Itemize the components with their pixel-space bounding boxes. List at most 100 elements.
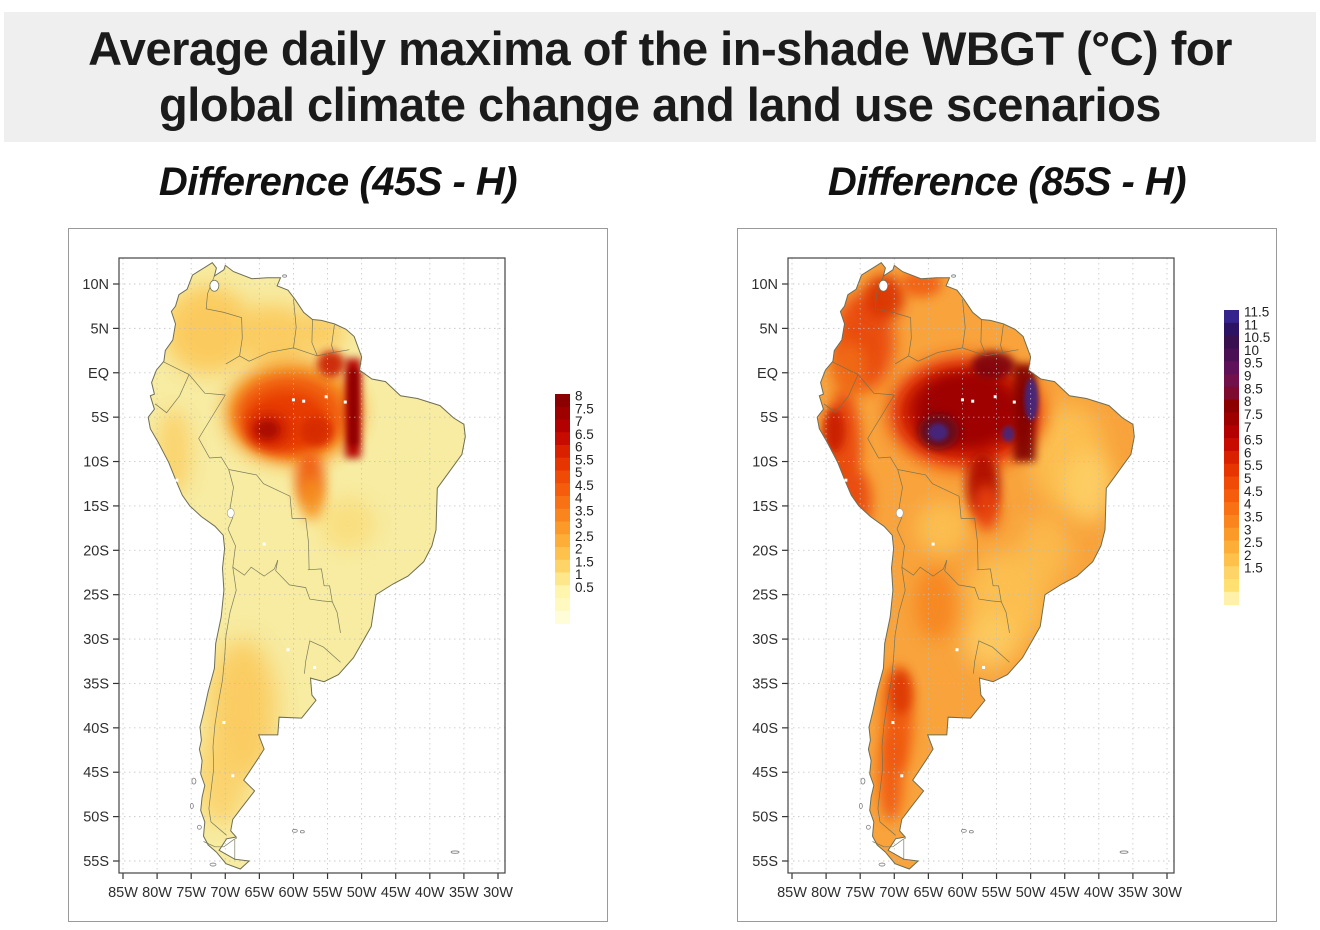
panel-title-45s: Difference (45S - H) bbox=[158, 160, 518, 204]
colorbar-label: 10.5 bbox=[1244, 330, 1270, 345]
colorbar-label: 3.5 bbox=[575, 503, 594, 518]
colorbar-label: 5.5 bbox=[1244, 458, 1263, 473]
lon-tick-label: 45W bbox=[1050, 885, 1080, 901]
lat-tick-label: 30S bbox=[83, 632, 109, 648]
colorbar-label: 5 bbox=[575, 465, 583, 480]
lon-tick-label: 85W bbox=[777, 885, 807, 901]
lon-tick-label: 70W bbox=[210, 885, 240, 901]
islands bbox=[189, 274, 460, 867]
figure-title-line1: Average daily maxima of the in-shade WBG… bbox=[88, 22, 1232, 75]
colorbar-label: 4.5 bbox=[1244, 484, 1263, 499]
colorbar-label: 1.5 bbox=[1244, 561, 1263, 576]
figure-title-line2: global climate change and land use scena… bbox=[159, 78, 1161, 131]
lon-tick-label: 35W bbox=[449, 885, 479, 901]
white-specks bbox=[175, 395, 347, 778]
colorbar-label: 1 bbox=[575, 567, 583, 582]
lat-tick-label: EQ bbox=[88, 366, 109, 382]
lat-tick-label: 35S bbox=[83, 676, 109, 692]
colorbar-label: 5 bbox=[1244, 471, 1252, 486]
colorbar-label: 3 bbox=[1244, 522, 1252, 537]
country-borders bbox=[154, 275, 350, 861]
lat-tick-label: 40S bbox=[752, 721, 778, 737]
white-specks bbox=[844, 395, 1016, 778]
map-panel-45s: 10N 5N EQ 5S 10S 15S 20S 25S 30S 35S 40S 45S 50S 55S 8… bbox=[68, 228, 608, 922]
lat-tick-label: 30S bbox=[752, 632, 778, 648]
lat-tick-label: 50S bbox=[752, 810, 778, 826]
map-figure-45s: 10N 5N EQ 5S 10S 15S 20S 25S 30S 35S 40S 45S 50S 55S 8… bbox=[82, 257, 594, 901]
lon-tick-label: 80W bbox=[811, 885, 841, 901]
lon-tick-label: 70W bbox=[879, 885, 909, 901]
colorbar: 87.576.565.554.543.532.521.510.5 bbox=[555, 389, 594, 624]
colorbar-label: 4.5 bbox=[575, 478, 594, 493]
colorbar-label: 6 bbox=[1244, 445, 1252, 460]
figure-header: Average daily maxima of the in-shade WBG… bbox=[4, 12, 1316, 142]
lat-tick-label: 15S bbox=[83, 499, 109, 515]
lon-tick-label: 45W bbox=[381, 885, 411, 901]
lat-tick-label: 5N bbox=[90, 321, 109, 337]
colorbar-label: 6 bbox=[575, 440, 583, 455]
lon-tick-label: 60W bbox=[279, 885, 309, 901]
colorbar-label: 8.5 bbox=[1244, 381, 1263, 396]
colorbar-label: 0.5 bbox=[575, 580, 594, 595]
colorbar-label: 2.5 bbox=[575, 529, 594, 544]
islands bbox=[858, 274, 1129, 867]
plot-frame bbox=[118, 257, 506, 874]
lat-tick-label: 5N bbox=[759, 321, 778, 337]
colorbar-label: 5.5 bbox=[575, 452, 594, 467]
map-figure-85s: 10N 5N EQ 5S 10S 15S 20S 25S 30S 35S 40S 45S 50S 55S 8… bbox=[751, 257, 1270, 901]
lon-tick-label: 75W bbox=[845, 885, 875, 901]
lat-tick-label: 10S bbox=[83, 455, 109, 471]
lon-tick-label: 60W bbox=[948, 885, 978, 901]
lon-tick-label: 50W bbox=[347, 885, 377, 901]
colorbar-label: 2 bbox=[1244, 548, 1252, 563]
lat-tick-label: 25S bbox=[752, 588, 778, 604]
plot-frame bbox=[787, 257, 1175, 874]
colorbar-label: 8 bbox=[1244, 394, 1252, 409]
colorbar-label: 4 bbox=[575, 491, 583, 506]
colorbar-label: 2.5 bbox=[1244, 535, 1263, 550]
lake-titicaca bbox=[226, 508, 235, 518]
lon-tick-label: 55W bbox=[313, 885, 343, 901]
colorbar-label: 10 bbox=[1244, 343, 1259, 358]
lon-tick-label: 40W bbox=[1084, 885, 1114, 901]
colorbar-label: 11.5 bbox=[1244, 305, 1269, 320]
coastline bbox=[147, 262, 466, 870]
lon-tick-label: 55W bbox=[982, 885, 1012, 901]
lat-tick-label: 45S bbox=[752, 765, 778, 781]
axes: 10N 5N EQ 5S 10S 15S 20S 25S 30S 35S 40S 45S 50S 55S 8… bbox=[82, 277, 513, 901]
colorbar-label: 11 bbox=[1244, 317, 1258, 332]
lon-tick-label: 30W bbox=[1152, 885, 1182, 901]
colorbar-label: 8 bbox=[575, 389, 583, 404]
lat-tick-label: 20S bbox=[752, 543, 778, 559]
lon-tick-label: 65W bbox=[913, 885, 943, 901]
lon-tick-label: 75W bbox=[176, 885, 206, 901]
lat-tick-label: 50S bbox=[83, 810, 109, 826]
lat-tick-label: 25S bbox=[83, 588, 109, 604]
colorbar-label: 3 bbox=[575, 516, 583, 531]
colorbar-label: 9 bbox=[1244, 369, 1252, 384]
lat-tick-label: 45S bbox=[83, 765, 109, 781]
colorbar: 11.51110.5109.598.587.576.565.554.543.53… bbox=[1224, 305, 1270, 606]
colorbar-label: 2 bbox=[575, 542, 583, 557]
panel-title-85s: Difference (85S - H) bbox=[827, 160, 1187, 204]
lat-tick-label: 55S bbox=[83, 854, 109, 870]
colorbar-label: 7.5 bbox=[575, 401, 594, 416]
lon-tick-label: 40W bbox=[415, 885, 445, 901]
lat-tick-label: 10N bbox=[82, 277, 109, 293]
lon-tick-label: 50W bbox=[1016, 885, 1046, 901]
lat-tick-label: 35S bbox=[752, 676, 778, 692]
lat-tick-label: 5S bbox=[760, 410, 778, 426]
colorbar-label: 7 bbox=[1244, 420, 1252, 435]
lon-tick-label: 65W bbox=[244, 885, 274, 901]
colorbar-label: 9.5 bbox=[1244, 356, 1263, 371]
colorbar-label: 6.5 bbox=[1244, 433, 1263, 448]
lat-tick-label: 5S bbox=[91, 410, 109, 426]
lon-tick-label: 35W bbox=[1118, 885, 1148, 901]
lake-maracaibo bbox=[878, 279, 889, 292]
colorbar-label: 4 bbox=[1244, 497, 1252, 512]
lat-tick-label: 10S bbox=[752, 455, 778, 471]
colorbar-label: 1.5 bbox=[575, 554, 594, 569]
lat-tick-label: EQ bbox=[757, 366, 778, 382]
colorbar-label: 3.5 bbox=[1244, 509, 1263, 524]
colorbar-label: 6.5 bbox=[575, 427, 594, 442]
